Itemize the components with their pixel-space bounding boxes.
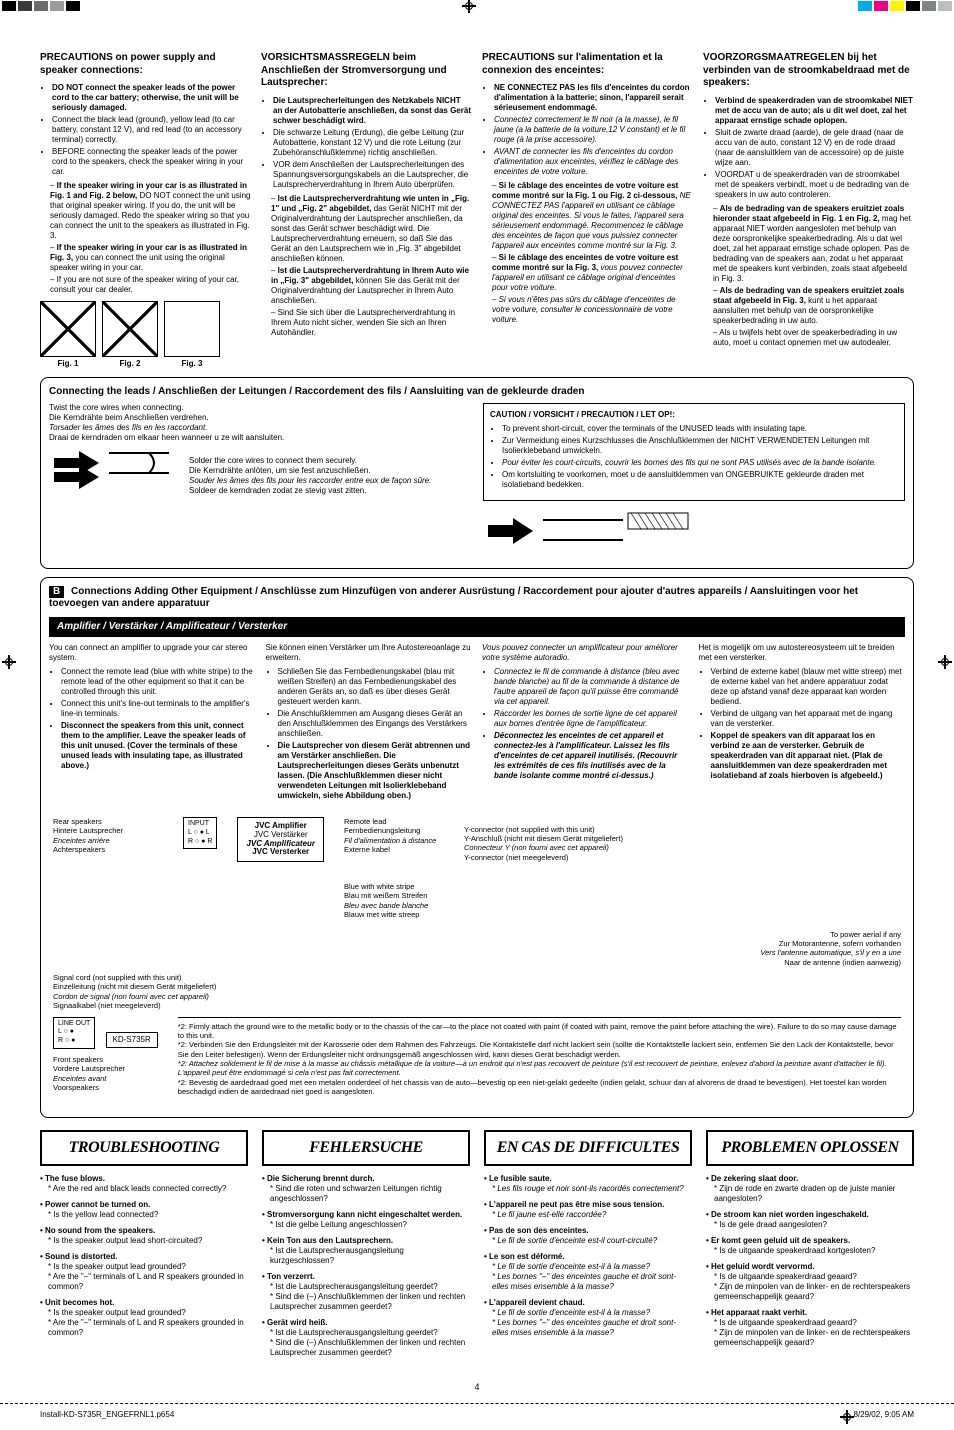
wiring-diagram: Rear speakersHintere LautsprecherEnceint… xyxy=(49,813,905,1101)
section-title: VOORZORGSMAATREGELEN bij het verbinden v… xyxy=(703,52,914,90)
troubleshooting-section: TROUBLESHOOTING • The fuse blows.* Are t… xyxy=(40,1130,914,1364)
caution-title: CAUTION / VORSICHT / PRECAUTION / LET OP… xyxy=(490,410,898,420)
section-title: PRECAUTIONS on power supply and speaker … xyxy=(40,52,251,77)
band-header: B Connections Adding Other Equipment / A… xyxy=(49,586,905,611)
connecting-leads-band: Connecting the leads / Anschließen der L… xyxy=(40,377,914,569)
band-header: Connecting the leads / Anschließen der L… xyxy=(49,386,905,399)
amp-text-nl: Het is mogelijk om uw autostereosysteem … xyxy=(699,643,906,805)
trouble-title: TROUBLESHOOTING xyxy=(40,1130,248,1166)
troubleshooting-de: FEHLERSUCHE • Die Sicherung brennt durch… xyxy=(262,1130,470,1364)
trouble-title: FEHLERSUCHE xyxy=(262,1130,470,1166)
tape-diagram xyxy=(483,505,703,557)
troubleshooting-en: TROUBLESHOOTING • The fuse blows.* Are t… xyxy=(40,1130,248,1364)
section-title: VORSICHTSMASSREGELN beim Anschließen der… xyxy=(261,52,472,90)
section-letter: B xyxy=(49,586,64,599)
troubleshooting-nl: PROBLEMEN OPLOSSEN • De zekering slaat d… xyxy=(706,1130,914,1364)
precautions-section: PRECAUTIONS on power supply and speaker … xyxy=(40,52,914,369)
ground-note: *2: Firmly attach the ground wire to the… xyxy=(178,1017,901,1097)
section-b-band: B Connections Adding Other Equipment / A… xyxy=(40,577,914,1118)
fig-3 xyxy=(164,301,220,357)
troubleshooting-fr: EN CAS DE DIFFICULTES • Le fusible saute… xyxy=(484,1130,692,1364)
amplifier-header: Amplifier / Verstärker / Amplificateur /… xyxy=(49,617,905,638)
trouble-title: PROBLEMEN OPLOSSEN xyxy=(706,1130,914,1166)
section-title: PRECAUTIONS sur l'alimentation et la con… xyxy=(482,52,693,77)
amp-text-en: You can connect an amplifier to upgrade … xyxy=(49,643,256,805)
caution-box: CAUTION / VORSICHT / PRECAUTION / LET OP… xyxy=(483,403,905,501)
trouble-title: EN CAS DE DIFFICULTES xyxy=(484,1130,692,1166)
precautions-en: PRECAUTIONS on power supply and speaker … xyxy=(40,52,251,369)
twist-diagram xyxy=(49,443,179,493)
file-info-footer: Install-KD-S735R_ENGEFRNL1.p65 4 8/29/02… xyxy=(0,1404,954,1430)
amplifier-box: JVC AmplifierJVC VerstärkerJVC Amplifica… xyxy=(237,817,324,862)
precautions-fr: PRECAUTIONS sur l'alimentation et la con… xyxy=(482,52,693,369)
fig-1 xyxy=(40,301,96,357)
precautions-de: VORSICHTSMASSREGELN beim Anschließen der… xyxy=(261,52,472,369)
precautions-nl: VOORZORGSMAATREGELEN bij het verbinden v… xyxy=(703,52,914,369)
page-number: 4 xyxy=(40,1382,914,1393)
amp-text-de: Sie können einen Verstärker um Ihre Auto… xyxy=(266,643,473,805)
crosshair-icon xyxy=(840,1410,854,1424)
fig-2 xyxy=(102,301,158,357)
registration-top xyxy=(0,0,954,12)
amp-text-fr: Vous pouvez connecter un amplificateur p… xyxy=(482,643,689,805)
model-label: KD-S735R xyxy=(106,1032,158,1048)
